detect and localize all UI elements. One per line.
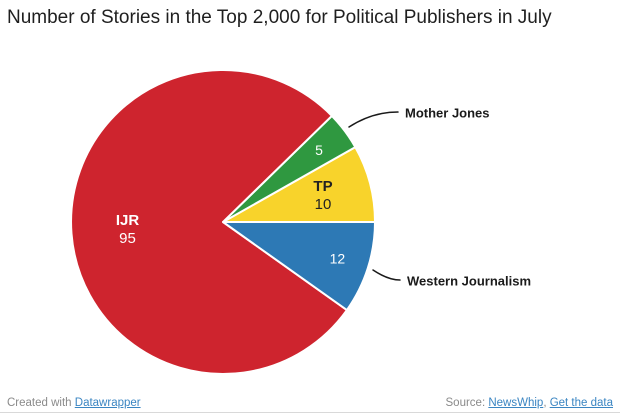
newswhip-link[interactable]: NewsWhip (488, 397, 544, 409)
slice-value-label-tp: 10 (315, 196, 332, 213)
source-separator: , (543, 397, 550, 409)
slice-value-label-ijr: 95 (119, 230, 136, 247)
created-with-text: Created with (7, 397, 75, 409)
slice-value-label-western-journalism: 12 (330, 251, 346, 267)
datawrapper-link[interactable]: Datawrapper (74, 397, 141, 409)
slice-name-label-ijr: IJR (116, 212, 140, 229)
attribution: Created with Datawrapper (7, 397, 141, 409)
slice-value-label-mother-jones: 5 (315, 142, 323, 158)
chart-footer: Created with Datawrapper Source: NewsWhi… (7, 397, 613, 409)
pie-slice-ijr[interactable] (70, 68, 348, 375)
callout-label-western-journalism: Western Journalism (407, 274, 531, 289)
callout-label-mother-jones: Mother Jones (405, 106, 490, 121)
source-line: Source: NewsWhip, Get the data (446, 397, 613, 409)
get-the-data-link[interactable]: Get the data (549, 397, 613, 409)
slice-name-label-tp: TP (313, 178, 332, 195)
pie-slice-western-journalism[interactable] (222, 221, 377, 312)
callout-line-mother-jones (348, 111, 399, 128)
source-label: Source: (445, 397, 489, 409)
chart-title: Number of Stories in the Top 2,000 for P… (7, 7, 552, 28)
callout-line-western-journalism (372, 269, 401, 281)
